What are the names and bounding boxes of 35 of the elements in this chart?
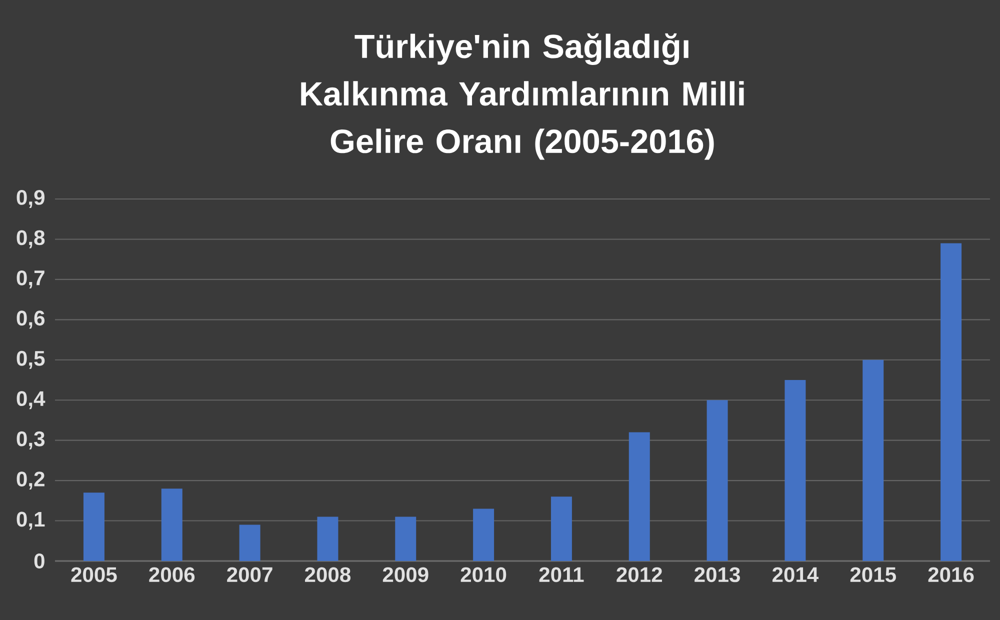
bar xyxy=(706,400,728,561)
y-tick-label: 0,5 xyxy=(16,350,45,369)
bar xyxy=(395,516,416,561)
y-tick-label: 0,3 xyxy=(16,431,45,450)
bar xyxy=(83,492,104,561)
bar xyxy=(784,380,806,561)
x-tick-label: 2015 xyxy=(850,567,896,582)
x-tick-label: 2005 xyxy=(71,567,117,582)
bar xyxy=(862,360,884,561)
x-tick-label: 2011 xyxy=(539,567,584,582)
x-tick-label: 2016 xyxy=(928,567,974,582)
bar xyxy=(940,243,962,561)
bar xyxy=(628,432,650,561)
y-tick-label: 0,4 xyxy=(16,391,46,410)
y-tick-label: 0,7 xyxy=(16,270,44,288)
x-tick-label: 2007 xyxy=(227,567,272,582)
y-tick-label: 0,8 xyxy=(16,230,45,248)
x-tick-label: 2014 xyxy=(772,567,819,582)
y-tick-label: 0,9 xyxy=(16,190,44,208)
x-tick-label: 2006 xyxy=(149,567,195,582)
y-tick-label: 0,2 xyxy=(16,472,44,490)
x-tick-label: 2013 xyxy=(694,567,740,582)
y-tick-label: 0 xyxy=(34,554,44,568)
bar xyxy=(317,516,338,561)
bar xyxy=(161,488,182,561)
chart-title: Türkiye'nin Sağladığı Kalkınma Yardımlarının Milli Gelire Oranı (2005-2016) xyxy=(301,33,744,160)
bar xyxy=(239,524,260,561)
x-tick-label: 2009 xyxy=(382,567,428,582)
x-tick-label: 2012 xyxy=(616,567,662,582)
x-tick-label: 2008 xyxy=(305,567,351,582)
bar xyxy=(473,508,494,561)
y-tick-label: 0,1 xyxy=(16,512,45,530)
x-tick-label: 2010 xyxy=(460,567,506,582)
bar xyxy=(550,496,572,561)
y-tick-label: 0,6 xyxy=(16,310,45,329)
